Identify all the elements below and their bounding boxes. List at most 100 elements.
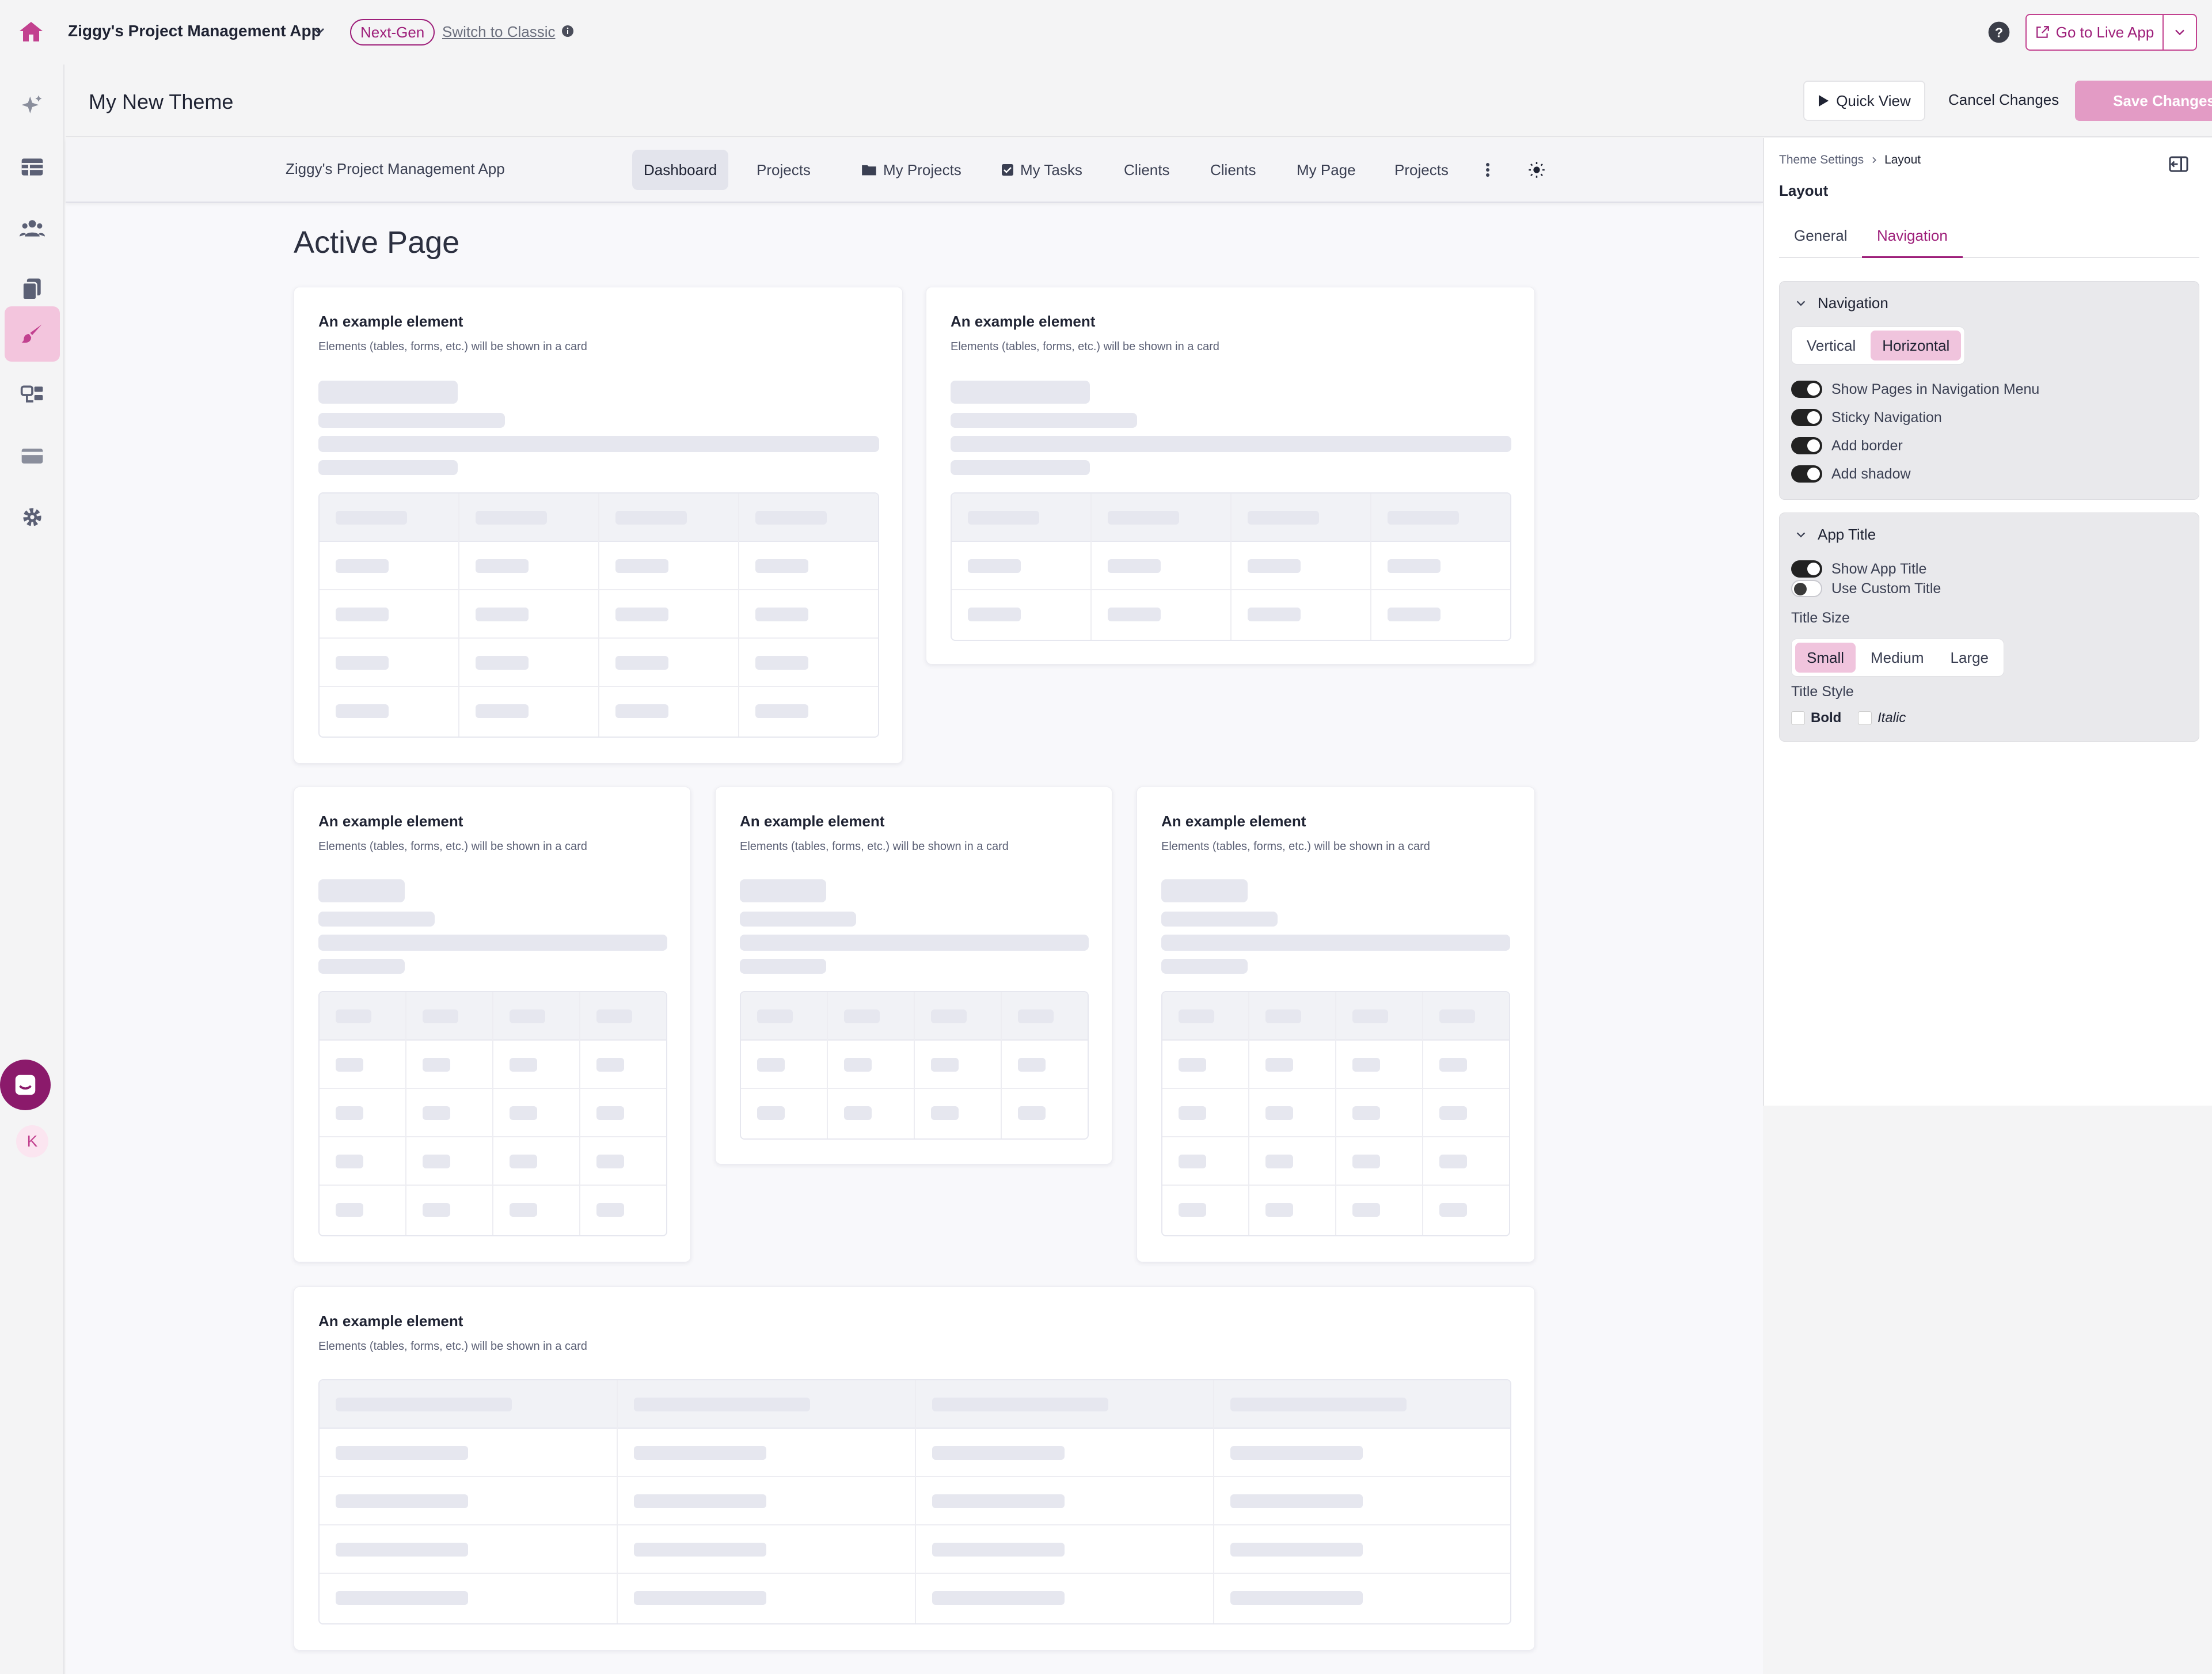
toggle-show-app-title[interactable]: Show App Title: [1791, 560, 1926, 578]
sun-icon[interactable]: [1517, 150, 1557, 190]
more-vertical-icon[interactable]: [1474, 150, 1502, 190]
billing-icon[interactable]: [5, 428, 60, 484]
checkbox-italic[interactable]: Italic: [1858, 710, 1906, 726]
settings-tabs: General Navigation: [1779, 217, 2199, 258]
nav-item-label: My Page: [1297, 161, 1356, 179]
nav-item-label: Projects: [1394, 161, 1449, 179]
nav-item-clients[interactable]: Clients: [1199, 150, 1267, 190]
checkbox-label: Italic: [1877, 710, 1906, 726]
nav-item-my-tasks[interactable]: My Tasks: [989, 150, 1094, 190]
chat-support-icon[interactable]: [0, 1060, 51, 1110]
navigation-section-header[interactable]: Navigation: [1795, 294, 1888, 312]
checkbox-label: Bold: [1811, 710, 1842, 726]
toggle-switch[interactable]: [1791, 381, 1822, 398]
info-icon[interactable]: [561, 24, 575, 38]
title-size-label: Title Size: [1791, 610, 1850, 626]
sparkle-icon[interactable]: [5, 78, 60, 134]
quick-view-label: Quick View: [1836, 92, 1911, 109]
toggle-label: Show Pages in Navigation Menu: [1831, 381, 2040, 397]
play-icon: [1819, 95, 1829, 107]
checkbox[interactable]: [1858, 711, 1872, 725]
live-app-dropdown-toggle[interactable]: [2164, 15, 2196, 50]
go-to-live-app-label: Go to Live App: [2055, 23, 2154, 41]
gear-icon[interactable]: [5, 489, 60, 545]
toggle-show-pages[interactable]: Show Pages in Navigation Menu: [1791, 381, 2039, 398]
pages-icon[interactable]: [5, 261, 60, 317]
nav-item-label: Projects: [757, 161, 811, 179]
option-vertical[interactable]: Vertical: [1807, 336, 1856, 354]
nav-item-clients[interactable]: Clients: [1112, 150, 1181, 190]
chevron-down-icon: [2175, 29, 2184, 36]
option-large[interactable]: Large: [1950, 648, 1989, 666]
checkbox-icon: [1002, 164, 1013, 176]
top-bar: Ziggy's Project Management App Next-Gen …: [0, 0, 2212, 64]
flows-icon[interactable]: [5, 367, 60, 423]
example-card: An example element Elements (tables, for…: [926, 287, 1535, 665]
skeleton-table: [318, 492, 879, 738]
nav-item-label: Dashboard: [644, 161, 717, 179]
option-horizontal[interactable]: Horizontal: [1871, 331, 1962, 360]
nav-item-dashboard[interactable]: Dashboard: [632, 150, 729, 190]
card-title: An example element: [318, 1312, 463, 1330]
title-style-label: Title Style: [1791, 684, 1854, 700]
nav-item-label: My Tasks: [1020, 161, 1082, 179]
next-gen-badge: Next-Gen: [350, 19, 435, 45]
left-rail: K: [0, 64, 64, 1674]
toggle-switch[interactable]: [1791, 560, 1822, 578]
app-name[interactable]: Ziggy's Project Management App: [68, 22, 321, 40]
page-title: Active Page: [294, 225, 460, 260]
toggle-label: Sticky Navigation: [1831, 409, 1942, 426]
nav-item-my-page[interactable]: My Page: [1285, 150, 1367, 190]
section-title: App Title: [1818, 526, 1876, 543]
nav-item-projects[interactable]: Projects: [1383, 150, 1460, 190]
tab-navigation[interactable]: Navigation: [1862, 227, 1963, 258]
quick-view-button[interactable]: Quick View: [1803, 81, 1925, 121]
card-subtitle: Elements (tables, forms, etc.) will be s…: [318, 840, 587, 853]
help-icon[interactable]: ?: [1987, 21, 2010, 44]
nav-item-label: Clients: [1210, 161, 1256, 179]
card-title: An example element: [740, 813, 885, 830]
example-card: An example element Elements (tables, for…: [294, 787, 691, 1262]
toggle-switch[interactable]: [1791, 580, 1822, 597]
toggle-add-border[interactable]: Add border: [1791, 437, 1903, 454]
avatar[interactable]: K: [16, 1125, 48, 1157]
toggle-sticky-navigation[interactable]: Sticky Navigation: [1791, 409, 1942, 426]
example-card: An example element Elements (tables, for…: [294, 287, 903, 764]
theme-title[interactable]: My New Theme: [89, 90, 234, 113]
home-icon[interactable]: [17, 18, 45, 46]
checkbox[interactable]: [1791, 711, 1805, 725]
skeleton-table: [951, 492, 1511, 641]
save-changes-button[interactable]: Save Changes: [2075, 81, 2212, 121]
card-subtitle: Elements (tables, forms, etc.) will be s…: [740, 840, 1009, 853]
toggle-use-custom-title[interactable]: Use Custom Title: [1791, 580, 1941, 597]
option-small[interactable]: Small: [1795, 643, 1856, 673]
cancel-changes-button[interactable]: Cancel Changes: [1948, 91, 2059, 108]
example-card: An example element Elements (tables, for…: [1137, 787, 1535, 1262]
nav-item-projects[interactable]: Projects: [745, 150, 822, 190]
option-medium[interactable]: Medium: [1871, 648, 1924, 666]
toggle-switch[interactable]: [1791, 437, 1822, 454]
go-to-live-app-main[interactable]: Go to Live App: [2027, 15, 2162, 50]
users-icon[interactable]: [5, 200, 60, 256]
go-to-live-app-button[interactable]: Go to Live App: [2025, 14, 2197, 51]
toggle-switch[interactable]: [1791, 409, 1822, 426]
toggle-switch[interactable]: [1791, 465, 1822, 483]
table-icon[interactable]: [5, 139, 60, 195]
nav-item-my-projects[interactable]: My Projects: [850, 150, 973, 190]
breadcrumb-theme-settings[interactable]: Theme Settings: [1779, 153, 1864, 166]
switch-to-classic-link[interactable]: Switch to Classic: [442, 23, 556, 40]
title-size-toggle: Small Medium Large: [1791, 639, 2004, 677]
chevron-down-icon[interactable]: [310, 22, 328, 40]
theme-settings-panel: Theme Settings Layout Layout General Nav…: [1763, 138, 2212, 1106]
collapse-panel-icon[interactable]: [2168, 155, 2189, 173]
checkbox-bold[interactable]: Bold: [1791, 710, 1841, 726]
card-title: An example element: [318, 813, 463, 830]
toggle-label: Use Custom Title: [1831, 580, 1941, 597]
chevron-down-icon: [1796, 301, 1806, 306]
tab-general[interactable]: General: [1794, 227, 1848, 244]
navigation-section: Navigation Vertical Horizontal Show Page…: [1779, 281, 2199, 500]
brush-icon[interactable]: [5, 306, 60, 362]
app-title-section-header[interactable]: App Title: [1795, 526, 1876, 544]
preview-navigation: Ziggy's Project Management App Dashboard…: [66, 138, 1763, 203]
toggle-add-shadow[interactable]: Add shadow: [1791, 465, 1911, 483]
